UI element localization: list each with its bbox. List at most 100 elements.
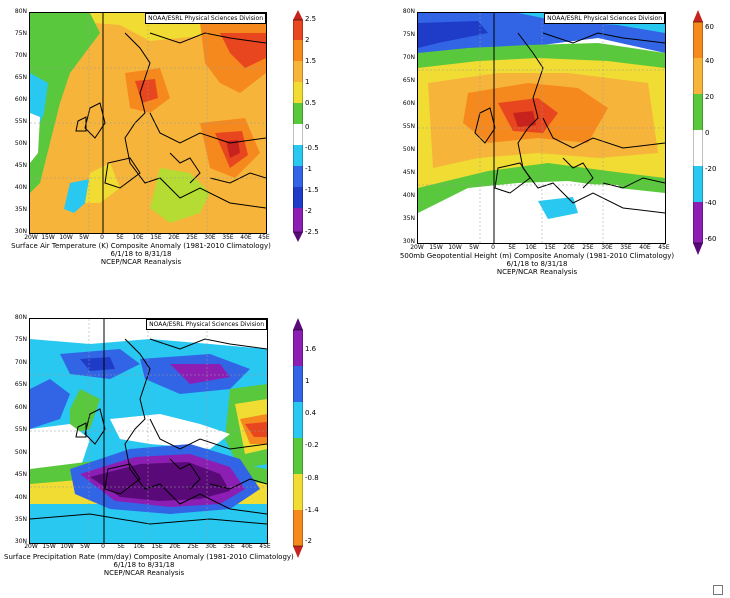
colorbar-label: -1 xyxy=(305,165,312,173)
map-caption-dates: 6/1/18 to 8/31/18 xyxy=(110,250,172,258)
colorbar-label: 0.5 xyxy=(305,99,317,107)
lon-label: 40E xyxy=(240,234,252,241)
lat-label: 35N xyxy=(14,516,27,523)
lat-label: 65N xyxy=(14,381,27,388)
lat-label: 35N xyxy=(402,215,415,222)
lat-label: 50N xyxy=(14,449,27,456)
map-caption-dates: 6/1/18 to 8/31/18 xyxy=(506,260,568,268)
credit-label: NOAA/ESRL Physical Sciences Division xyxy=(146,319,267,330)
lon-label: 20W xyxy=(24,543,38,550)
colorbar-label: 1.6 xyxy=(305,345,317,353)
colorbar-label: -2 xyxy=(305,537,312,545)
map-caption-dates: 6/1/18 to 8/31/18 xyxy=(113,561,175,569)
credit-label: NOAA/ESRL Physical Sciences Division xyxy=(544,13,665,24)
colorbar-label: 0.4 xyxy=(305,409,317,417)
lon-label: 40E xyxy=(241,543,253,550)
credit-label: NOAA/ESRL Physical Sciences Division xyxy=(145,13,266,24)
lon-label: 5E xyxy=(508,244,516,251)
lon-label: 5W xyxy=(469,244,479,251)
lon-label: 5E xyxy=(117,543,125,550)
lon-label: 35E xyxy=(223,543,235,550)
colorbar-label: 0 xyxy=(705,129,710,137)
lon-label: 20E xyxy=(169,543,181,550)
lon-label: 25E xyxy=(186,234,198,241)
lat-label: 80N xyxy=(402,8,415,15)
colorbar-label: -0.5 xyxy=(305,144,319,152)
colorbar-label: 0 xyxy=(305,123,310,131)
lon-label: 15W xyxy=(429,244,443,251)
lat-label: 65N xyxy=(402,77,415,84)
corner-checkbox[interactable] xyxy=(713,585,723,595)
colorbar-label: 40 xyxy=(705,57,714,65)
colorbar-label: 20 xyxy=(705,93,714,101)
lat-label: 75N xyxy=(402,31,415,38)
lat-label: 60N xyxy=(14,404,27,411)
lat-label: 60N xyxy=(14,96,27,103)
colorbar-label: -60 xyxy=(705,235,717,243)
lon-label: 0 xyxy=(100,234,104,241)
geopotential-height-map: NOAA/ESRL Physical Sciences Division xyxy=(417,12,666,244)
lon-label: 20E xyxy=(168,234,180,241)
air-temperature-colorbar xyxy=(292,10,304,242)
lon-label: 15W xyxy=(41,234,55,241)
map-caption-title: 500mb Geopotential Height (m) Composite … xyxy=(399,252,675,260)
lat-label: 40N xyxy=(14,184,27,191)
air-temperature-panel: NOAA/ESRL Physical Sciences Division 80N… xyxy=(0,0,330,267)
lat-label: 30N xyxy=(14,538,27,545)
lat-label: 65N xyxy=(14,74,27,81)
colorbar-label: -1.5 xyxy=(305,186,319,194)
lon-label: 35E xyxy=(222,234,234,241)
lon-label: 20W xyxy=(24,234,38,241)
colorbar-label: -2.5 xyxy=(305,228,319,236)
lon-label: 15W xyxy=(42,543,56,550)
lat-label: 40N xyxy=(402,192,415,199)
colorbar-label: -2 xyxy=(305,207,312,215)
geopotential-height-colorbar xyxy=(692,10,704,255)
colorbar-label: -40 xyxy=(705,199,717,207)
map-caption-source: NCEP/NCAR Reanalysis xyxy=(496,268,578,276)
lon-label: 5E xyxy=(116,234,124,241)
colorbar-label: 2.5 xyxy=(305,15,317,23)
lon-label: 10E xyxy=(132,234,144,241)
lat-label: 45N xyxy=(14,471,27,478)
lon-label: 20E xyxy=(563,244,575,251)
lon-label: 5W xyxy=(79,234,89,241)
lat-label: 50N xyxy=(402,146,415,153)
lat-label: 55N xyxy=(14,118,27,125)
lon-label: 10W xyxy=(59,234,73,241)
geopotential-height-panel: NOAA/ESRL Physical Sciences Division 80N… xyxy=(380,0,730,290)
lon-label: 10W xyxy=(60,543,74,550)
lon-label: 30E xyxy=(205,543,217,550)
lat-label: 75N xyxy=(14,336,27,343)
lat-label: 70N xyxy=(14,359,27,366)
air-temperature-map: NOAA/ESRL Physical Sciences Division xyxy=(29,12,267,234)
lat-label: 75N xyxy=(14,30,27,37)
lon-label: 25E xyxy=(582,244,594,251)
lon-label: 35E xyxy=(620,244,632,251)
lon-label: 10E xyxy=(133,543,145,550)
lon-label: 20W xyxy=(410,244,424,251)
lat-label: 60N xyxy=(402,100,415,107)
map-caption-title: Surface Air Temperature (K) Composite An… xyxy=(11,242,271,250)
lat-label: 70N xyxy=(402,54,415,61)
lon-label: 15E xyxy=(544,244,556,251)
colorbar-label: -20 xyxy=(705,165,717,173)
lon-label: 0 xyxy=(491,244,495,251)
lon-label: 25E xyxy=(187,543,199,550)
map-caption-title: Surface Precipitation Rate (mm/day) Comp… xyxy=(4,553,294,561)
colorbar-label: 1 xyxy=(305,78,310,86)
lon-label: 5W xyxy=(80,543,90,550)
lon-label: 30E xyxy=(601,244,613,251)
lon-label: 15E xyxy=(151,543,163,550)
lon-label: 10E xyxy=(525,244,537,251)
map-caption-source: NCEP/NCAR Reanalysis xyxy=(103,569,185,577)
precipitation-rate-colorbar xyxy=(292,318,304,558)
lon-label: 45E xyxy=(658,244,670,251)
lat-label: 35N xyxy=(14,206,27,213)
lon-label: 45E xyxy=(258,234,270,241)
lat-label: 70N xyxy=(14,52,27,59)
lat-label: 40N xyxy=(14,494,27,501)
lat-label: 45N xyxy=(14,162,27,169)
precipitation-rate-panel: NOAA/ESRL Physical Sciences Division 80N… xyxy=(0,310,330,590)
colorbar-label: -1.4 xyxy=(305,506,319,514)
